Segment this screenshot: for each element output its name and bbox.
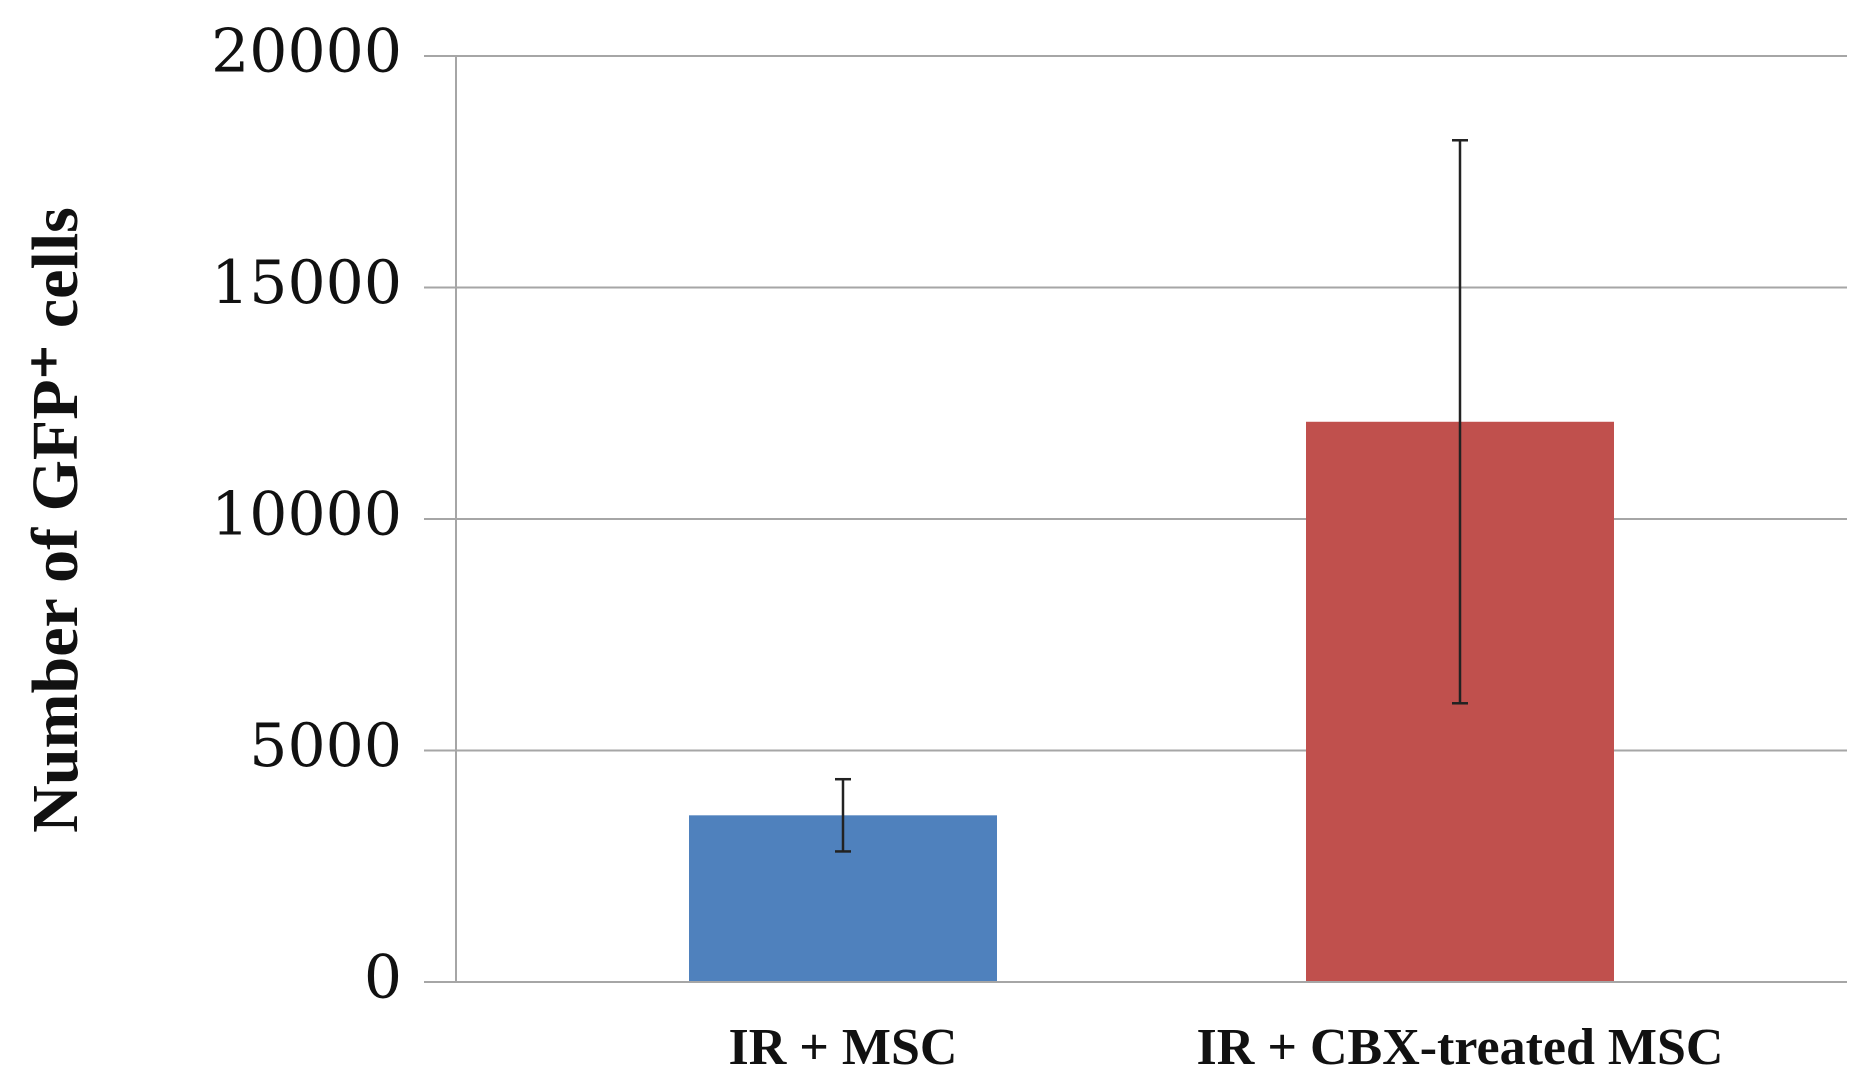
y-tick-label: 10000: [211, 480, 402, 550]
error-bar: [835, 777, 851, 853]
y-tick-label: 20000: [211, 17, 402, 87]
y-tick-label: 5000: [249, 711, 402, 781]
x-tick-label: IR + MSC: [729, 1019, 958, 1076]
x-tick-label: IR + CBX-treated MSC: [1197, 1019, 1724, 1076]
y-tick-label: 0: [364, 943, 402, 1013]
y-tick-label: 15000: [211, 248, 402, 318]
error-bar: [1452, 139, 1468, 705]
y-axis-label: Number of GFP⁺ cells: [19, 207, 92, 833]
